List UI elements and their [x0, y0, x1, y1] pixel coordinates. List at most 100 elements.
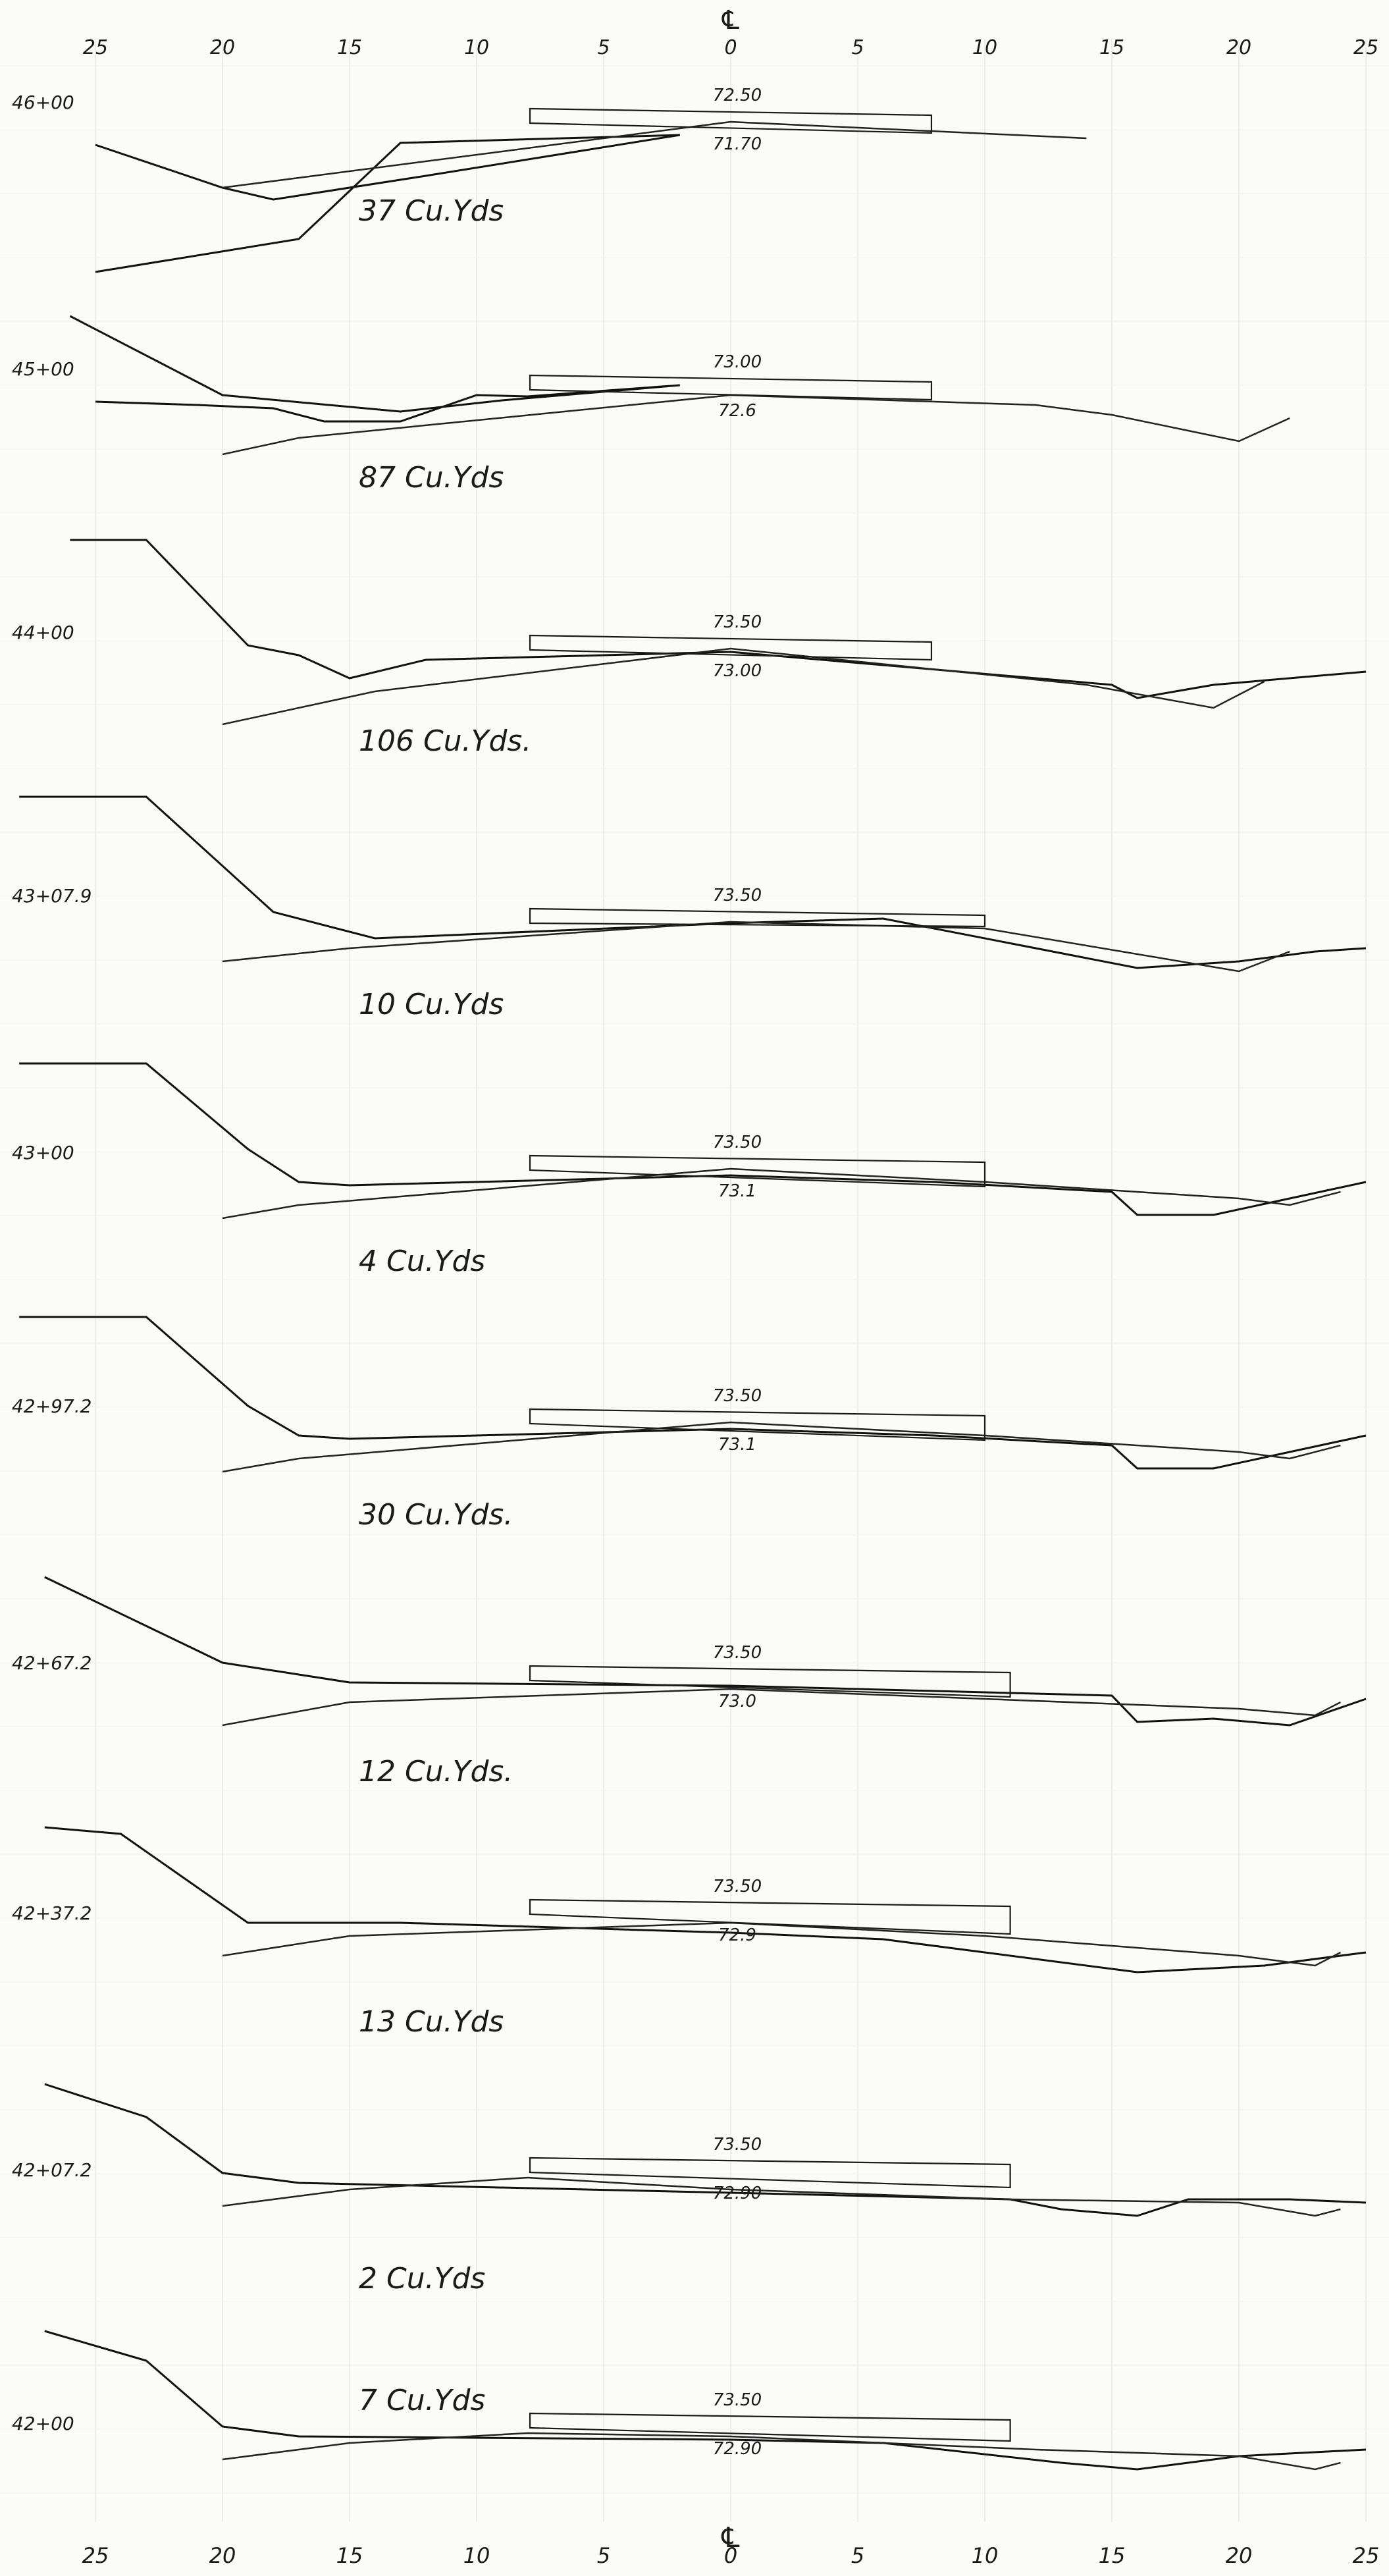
template-line — [222, 121, 1087, 189]
template-line — [222, 1921, 1341, 1967]
section-5: 42+97.2 73.50 73.1 30 Cu.Yds. — [12, 1316, 1367, 1532]
top-axis-label-9: 20 — [1226, 36, 1251, 59]
bottom-elevation: 73.00 — [713, 661, 762, 681]
volume-label: 7 Cu.Yds — [359, 2384, 485, 2417]
section-6: 42+67.2 73.50 73.0 12 Cu.Yds. — [12, 1576, 1367, 1788]
pavement-box — [529, 2157, 1011, 2189]
station-label: 42+97.2 — [12, 1395, 92, 1417]
bottom-elevation: 71.70 — [713, 134, 762, 154]
top-elevation: 73.50 — [713, 1386, 762, 1406]
top-elevation: 73.50 — [713, 2390, 762, 2410]
template-line — [222, 2432, 1341, 2471]
top-axis-label-10: 25 — [1353, 36, 1378, 59]
pavement-box — [529, 374, 933, 401]
top-elevation: 73.50 — [713, 886, 762, 905]
station-label: 43+07.9 — [12, 885, 92, 907]
existing-ground-line — [19, 1316, 1367, 1470]
bottom-centerline-symbol: ℄ — [721, 2521, 740, 2554]
top-elevation: 73.50 — [713, 2135, 762, 2155]
top-elevation: 72.50 — [713, 86, 762, 105]
bottom-axis-label-3: 10 — [463, 2543, 490, 2568]
section-8: 42+07.2 73.50 72.90 2 Cu.Yds — [12, 2083, 1367, 2295]
volume-label: 4 Cu.Yds — [359, 1245, 485, 1278]
template-line — [222, 921, 1290, 973]
bottom-elevation: 73.1 — [718, 1181, 756, 1201]
top-centerline-symbol: ℄ — [721, 5, 739, 36]
top-axis-label-3: 10 — [464, 36, 489, 59]
template-line — [222, 647, 1265, 726]
top-axis-label-4: 5 — [597, 36, 610, 59]
station-label: 42+07.2 — [12, 2159, 92, 2181]
volume-label: 106 Cu.Yds. — [359, 724, 531, 758]
top-elevation: 73.00 — [713, 352, 762, 372]
bottom-axis-label-1: 20 — [209, 2543, 236, 2568]
bottom-axis: ℄ 25 20 15 10 5 0 5 10 15 20 25 — [82, 2521, 1380, 2568]
section-2: 44+00 73.50 73.00 106 Cu.Yds. — [12, 539, 1367, 758]
grid-lines — [0, 40, 1389, 2522]
pavement-box — [529, 634, 933, 661]
bottom-axis-label-2: 15 — [336, 2543, 363, 2568]
bottom-elevation: 73.0 — [718, 1692, 756, 1711]
existing-ground-line — [44, 2083, 1367, 2217]
template-line — [222, 1688, 1341, 1727]
station-label: 44+00 — [12, 622, 74, 643]
top-axis-label-8: 15 — [1099, 36, 1124, 59]
top-elevation: 73.50 — [713, 1877, 762, 1896]
top-axis-label-2: 15 — [337, 36, 362, 59]
section-1: 45+00 73.00 72.6 87 Cu.Yds — [12, 315, 1290, 495]
volume-label: 87 Cu.Yds — [359, 461, 504, 495]
volume-label: 37 Cu.Yds — [359, 194, 504, 228]
pavement-box — [529, 1898, 1011, 1935]
bottom-axis-label-10: 25 — [1353, 2543, 1380, 2568]
bottom-elevation: 72.90 — [713, 2439, 762, 2459]
existing-ground-line — [70, 539, 1367, 699]
station-label: 42+00 — [12, 2413, 74, 2434]
section-9: 42+00 73.50 72.90 7 Cu.Yds — [12, 2330, 1367, 2471]
bottom-elevation: 72.6 — [718, 401, 756, 421]
top-elevation: 73.50 — [713, 1133, 762, 1152]
top-axis-label-7: 10 — [972, 36, 997, 59]
template-line — [222, 394, 1290, 456]
bottom-axis-label-5: 0 — [724, 2543, 737, 2568]
bottom-axis-label-6: 5 — [851, 2543, 864, 2568]
existing-ground-line — [19, 795, 1367, 969]
template-line — [222, 2176, 1341, 2217]
bottom-elevation: 72.90 — [713, 2184, 762, 2203]
bottom-axis-label-8: 15 — [1099, 2543, 1126, 2568]
volume-label: 13 Cu.Yds — [359, 2005, 504, 2039]
top-axis-label-6: 5 — [851, 36, 864, 59]
bottom-axis-labels: 25 20 15 10 5 0 5 10 15 20 25 — [82, 2543, 1380, 2568]
section-3: 43+07.9 73.50 10 Cu.Yds — [12, 795, 1367, 1021]
volume-label: 10 Cu.Yds — [359, 988, 504, 1021]
volume-label: 2 Cu.Yds — [359, 2262, 485, 2295]
bottom-elevation: 72.9 — [718, 1925, 756, 1945]
volume-label: 12 Cu.Yds. — [359, 1755, 513, 1788]
existing-ground-line — [44, 2330, 1367, 2471]
top-axis-label-1: 20 — [210, 36, 235, 59]
existing-ground-line — [44, 1826, 1367, 1973]
volume-label: 30 Cu.Yds. — [359, 1498, 513, 1532]
sections: 46+00 72.50 71.70 37 Cu.Yds 45+00 73.00 72.6 87… — [12, 86, 1367, 2471]
pavement-box — [529, 107, 933, 134]
section-4: 43+00 73.50 73.1 4 Cu.Yds — [12, 1062, 1367, 1278]
top-elevation: 73.50 — [713, 1643, 762, 1663]
existing-ground-line — [19, 1062, 1367, 1216]
station-label: 46+00 — [12, 92, 74, 113]
bottom-axis-label-4: 5 — [597, 2543, 610, 2568]
top-elevation: 73.50 — [713, 612, 762, 632]
pavement-box — [529, 1154, 986, 1188]
station-label: 45+00 — [12, 358, 74, 380]
pavement-box — [529, 2412, 1011, 2442]
top-axis: ℄ 25 20 15 10 5 0 5 10 15 20 25 — [83, 5, 1378, 59]
station-label: 42+37.2 — [12, 1902, 92, 1924]
bottom-axis-label-7: 10 — [972, 2543, 999, 2568]
top-axis-label-0: 25 — [83, 36, 108, 59]
station-label: 42+67.2 — [12, 1652, 92, 1674]
section-0: 46+00 72.50 71.70 37 Cu.Yds — [12, 86, 1087, 273]
section-7: 42+37.2 73.50 72.9 13 Cu.Yds — [12, 1826, 1367, 2039]
existing-ground-line — [44, 1576, 1367, 1727]
bottom-axis-label-0: 25 — [82, 2543, 109, 2568]
station-label: 43+00 — [12, 1142, 74, 1164]
existing-ground-line — [69, 315, 680, 423]
